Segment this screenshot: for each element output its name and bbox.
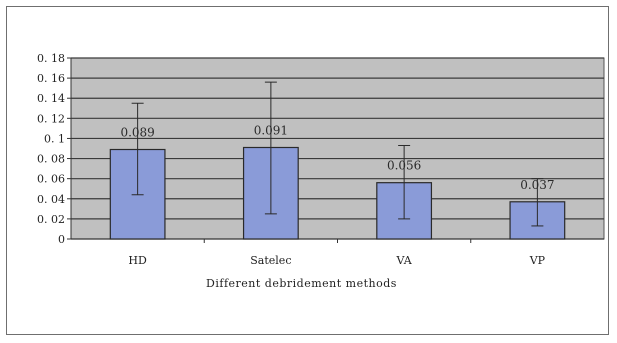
x-axis: HD Satelec VA VP [128,254,545,267]
y-tick-label: 0. 08 [37,153,65,166]
y-tick-label: 0. 1 [44,132,65,145]
chart-frame: 0.089 0.091 0.056 0.037 0 0. 02 0. 04 0. 06 0. … [6,6,609,335]
data-label: 0.091 [254,123,288,137]
category-label: VP [529,254,546,267]
y-axis: 0 0. 02 0. 04 0. 06 0. 08 0. 1 0. 12 0. 14 0. 16… [37,52,65,246]
data-label: 0.089 [120,126,154,140]
y-tick-label: 0. 02 [37,213,65,226]
x-axis-label: Different debridement methods [206,277,397,290]
data-label: 0.056 [387,159,421,173]
y-tick-label: 0. 04 [37,193,65,206]
y-tick-label: 0. 14 [37,92,65,105]
y-tick-label: 0 [58,233,65,246]
category-label: Satelec [250,254,291,267]
y-tick-label: 0. 12 [37,112,65,125]
bar-chart: 0.089 0.091 0.056 0.037 0 0. 02 0. 04 0. 06 0. … [37,52,605,290]
category-label: HD [128,254,147,267]
y-tick-label: 0. 16 [37,72,65,85]
plot-area: 0.089 0.091 0.056 0.037 [67,57,605,243]
category-label: VA [396,254,413,267]
data-label: 0.037 [520,178,554,192]
y-tick-label: 0. 06 [37,173,65,186]
y-tick-label: 0. 18 [37,52,65,65]
